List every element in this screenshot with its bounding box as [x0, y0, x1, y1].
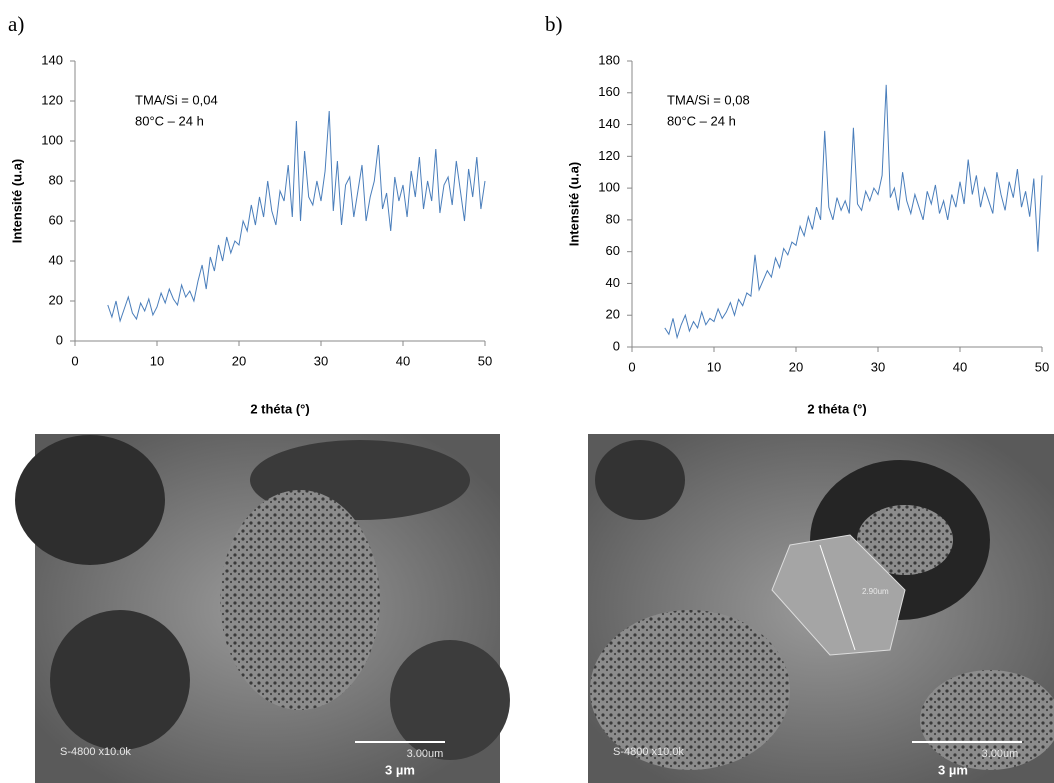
annotation: TMA/Si = 0,08 [667, 92, 750, 107]
sem-scale: 3.00um [407, 748, 444, 760]
y-tick-label: 140 [41, 52, 63, 67]
y-tick-label: 0 [613, 338, 620, 353]
x-tick-label: 20 [789, 359, 803, 374]
y-tick-label: 120 [41, 92, 63, 107]
y-tick-label: 80 [606, 211, 620, 226]
x-tick-label: 10 [150, 353, 164, 368]
x-axis-title: 2 théta (°) [250, 401, 309, 416]
panel-label: a) [8, 12, 24, 36]
annotation: 80°C – 24 h [667, 113, 736, 128]
y-axis-title: Intensité (u.a) [566, 162, 581, 247]
y-tick-label: 0 [56, 332, 63, 347]
sem-image: S-4800 x10.0k 3.00um 3 µm [15, 434, 510, 783]
y-tick-label: 100 [41, 132, 63, 147]
sem-info: S-4800 x10.0k [60, 746, 131, 758]
sem-scale: 3.00um [982, 748, 1019, 760]
y-tick-label: 60 [49, 212, 63, 227]
x-tick-label: 10 [707, 359, 721, 374]
data-line [107, 110, 486, 323]
x-tick-label: 0 [628, 359, 635, 374]
y-tick-label: 40 [606, 275, 620, 290]
sem-scale-caption: 3 µm [938, 762, 968, 777]
annotation: TMA/Si = 0,04 [135, 92, 218, 107]
x-tick-label: 0 [71, 353, 78, 368]
y-tick-label: 80 [49, 172, 63, 187]
sem-measure: 2.90um [862, 587, 889, 596]
sem-image: 2.90um S-4800 x10.0k 3.00um 3 µm [588, 434, 1054, 783]
y-tick-label: 180 [598, 52, 620, 67]
x-tick-label: 30 [314, 353, 328, 368]
x-tick-label: 40 [953, 359, 967, 374]
y-tick-label: 60 [606, 243, 620, 258]
sem-info: S-4800 x10.0k [613, 746, 684, 758]
y-tick-label: 40 [49, 252, 63, 267]
x-tick-label: 30 [871, 359, 885, 374]
x-tick-label: 50 [478, 353, 492, 368]
annotation: 80°C – 24 h [135, 113, 204, 128]
sem-scale-caption: 3 µm [385, 762, 415, 777]
y-tick-label: 160 [598, 84, 620, 99]
y-tick-label: 120 [598, 148, 620, 163]
data-line [664, 84, 1043, 340]
y-tick-label: 20 [606, 307, 620, 322]
y-tick-label: 20 [49, 292, 63, 307]
x-tick-label: 20 [232, 353, 246, 368]
x-axis-title: 2 théta (°) [807, 401, 866, 416]
y-axis-title: Intensité (u.a) [9, 159, 24, 244]
x-tick-label: 50 [1035, 359, 1049, 374]
y-tick-label: 100 [598, 180, 620, 195]
panel-label: b) [545, 12, 563, 36]
x-tick-label: 40 [396, 353, 410, 368]
y-tick-label: 140 [598, 116, 620, 131]
